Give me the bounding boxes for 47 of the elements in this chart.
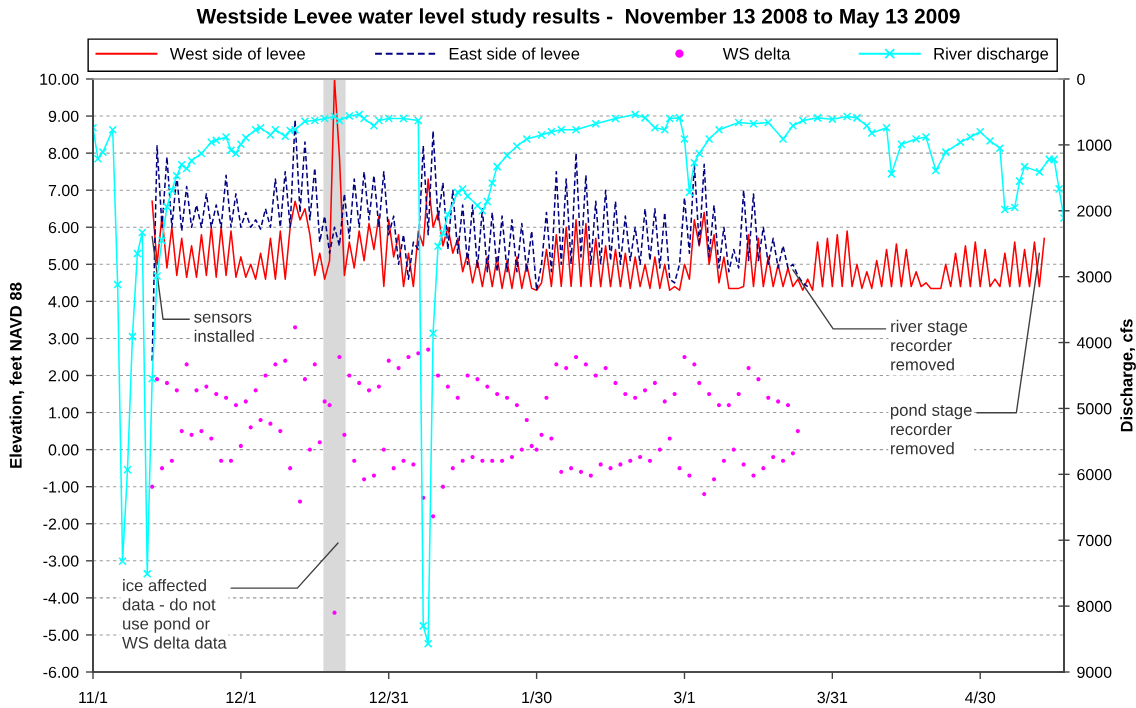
y-tick-label: 7.00 (48, 184, 79, 197)
y2-tick-label: 6000 (1077, 468, 1112, 481)
x-tick-label: 4/30 (965, 691, 996, 704)
y2-tick-label: 8000 (1077, 600, 1112, 613)
y2-tick-label: 9000 (1077, 666, 1112, 678)
y-tick-label: -2.00 (43, 518, 79, 530)
y-tick-label: -5.00 (43, 629, 79, 641)
y-tick-label: 5.00 (48, 258, 79, 271)
y2-tick-label: 0 (1077, 73, 1085, 85)
legend-label: River discharge (934, 47, 1049, 63)
x-tick-label: 12/1 (226, 691, 256, 704)
x-tick-label: 11/1 (79, 691, 108, 704)
y-tick-label: 1.00 (49, 407, 79, 419)
y2-tick-label: 4000 (1076, 337, 1112, 349)
line-series (151, 119, 809, 362)
x-tick-label: 1/30 (522, 691, 552, 704)
y-tick-label: -3.00 (43, 555, 79, 567)
annotation: sensors installed (194, 313, 254, 342)
legend-label: WS delta (722, 47, 791, 60)
y2-tick-label: 7000 (1077, 534, 1112, 547)
y2-tick-label: 1000 (1077, 139, 1112, 151)
y-tick-label: 8.00 (48, 147, 79, 160)
y-tick-label: 3.00 (48, 333, 79, 345)
x-tick-label: 3/1 (673, 691, 695, 704)
y-axis-title: Elevation, feet NAVD 88 (9, 282, 25, 468)
y-tick-label: 2.00 (48, 370, 79, 382)
x-tick-label: 12/31 (369, 691, 408, 704)
y2-tick-label: 3000 (1077, 271, 1112, 283)
legend-label: East side of levee (449, 47, 580, 60)
line-series (151, 79, 1046, 292)
y2-axis-title: Discharge, cfs (1120, 319, 1136, 432)
y-tick-label: 9.00 (48, 110, 79, 123)
y-tick-label: -1.00 (43, 481, 79, 493)
annotation: river stage recorder removed (891, 319, 968, 371)
annotation: pond stage recorder removed (890, 403, 972, 455)
y-tick-label: -6.00 (43, 666, 79, 678)
chart-title: Westside Levee water level study results - November 13 2008 to May 13 2009 (196, 8, 960, 28)
y2-tick-label: 2000 (1077, 205, 1112, 217)
annotation: ice affected data - do not use pond or WS delta data (122, 579, 227, 649)
y2-tick-label: 5000 (1077, 403, 1112, 415)
legend-label: West side of levee (169, 47, 305, 60)
x-tick-label: 3/31 (817, 691, 848, 704)
y-tick-label: 6.00 (48, 221, 79, 234)
y-tick-label: -4.00 (43, 592, 79, 604)
y-tick-label: 0.00 (48, 444, 79, 456)
y-tick-label: 10.00 (40, 73, 79, 85)
y-tick-label: 4.00 (48, 296, 79, 308)
